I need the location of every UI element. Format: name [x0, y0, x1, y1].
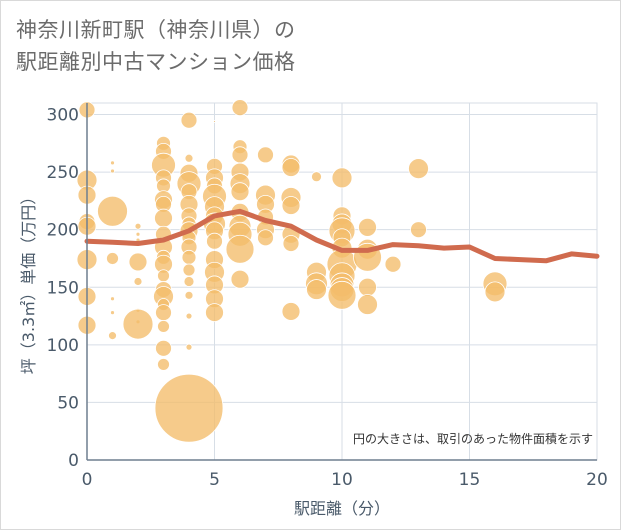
- bubble-point: [110, 168, 115, 174]
- bubble-point: [110, 160, 115, 166]
- chart-title: 神奈川新町駅（神奈川県）の 駅距離別中古マンション価格: [16, 14, 576, 78]
- bubble-point: [408, 158, 429, 180]
- y-tick-label: 150: [47, 278, 79, 298]
- bubble-point: [155, 339, 172, 357]
- x-tick-label: 5: [209, 470, 220, 490]
- bubble-size-note: 円の大きさは、取引のあった物件面積を示す: [353, 431, 593, 446]
- bubble-point: [185, 343, 193, 351]
- bubble-point: [484, 281, 506, 303]
- bubble-point: [358, 277, 377, 297]
- bubble-point: [257, 229, 274, 247]
- x-tick-label: 0: [82, 470, 93, 490]
- bubble-point: [181, 249, 197, 265]
- bubble-point: [110, 296, 115, 302]
- bubble-point: [154, 373, 224, 443]
- bubble-point: [306, 279, 327, 300]
- bubble-point: [410, 221, 427, 239]
- bubble-point: [185, 312, 193, 320]
- x-tick-label: 10: [331, 470, 353, 490]
- bubble-point: [182, 263, 196, 277]
- average-price-line-group: [84, 208, 600, 264]
- y-axis-title: 坪（3.3㎡）単価（万円）: [19, 189, 38, 374]
- bubble-point: [357, 294, 378, 315]
- bubble-point: [230, 269, 250, 289]
- bubble-point: [281, 302, 301, 321]
- x-axis-title: 駅距離（分）: [294, 499, 390, 518]
- bubble-point: [225, 234, 255, 264]
- bubble-point: [282, 235, 300, 252]
- y-tick-label: 200: [47, 221, 79, 241]
- bubble-point: [133, 277, 143, 286]
- y-tick-label: 0: [68, 451, 79, 471]
- bubble-point: [128, 252, 148, 272]
- bubble-point: [311, 171, 322, 183]
- bubble-point: [384, 255, 402, 273]
- bubble-point: [135, 231, 141, 237]
- average-price-line: [84, 208, 600, 264]
- bubble-point: [122, 308, 154, 340]
- bubble-point: [257, 146, 274, 164]
- bubble-point: [281, 158, 301, 177]
- y-tick-label: 250: [47, 163, 79, 183]
- bubble-point: [331, 167, 353, 189]
- bubble-point: [358, 217, 377, 237]
- bubble-point: [205, 303, 224, 322]
- bubble-point: [206, 232, 223, 250]
- bubble-point: [281, 196, 301, 215]
- bubble-point: [157, 358, 170, 371]
- x-tick-label: 15: [459, 470, 481, 490]
- bubble-point: [157, 269, 170, 283]
- x-tick-label: 20: [586, 470, 608, 490]
- bubble-point: [184, 290, 194, 300]
- bubble-point: [213, 120, 216, 123]
- y-tick-label: 50: [57, 393, 79, 413]
- bubble-point: [184, 153, 194, 163]
- bubble-point: [157, 320, 170, 333]
- bubble-series: [76, 99, 508, 443]
- bubble-point: [327, 280, 357, 310]
- bubble-point: [108, 331, 117, 341]
- bubble-point: [134, 222, 142, 230]
- bubble-point: [155, 304, 172, 321]
- bubble-point: [106, 252, 119, 265]
- bubble-point: [110, 310, 115, 315]
- chart-title-line-1: 神奈川新町駅（神奈川県）の: [16, 18, 296, 42]
- bubble-point: [231, 146, 249, 164]
- bubble-point: [230, 182, 250, 202]
- bubble-point: [154, 208, 173, 228]
- axes: 0 50 100 150 200 250 300 0 5 10 15 20: [47, 103, 608, 490]
- bubble-point: [180, 111, 198, 129]
- bubble-point: [183, 276, 195, 287]
- y-tick-label: 300: [47, 106, 79, 126]
- bubble-point: [231, 99, 249, 117]
- bubble-point: [97, 195, 128, 227]
- y-tick-label: 100: [47, 336, 79, 356]
- chart-title-line-2: 駅距離別中古マンション価格: [16, 50, 296, 74]
